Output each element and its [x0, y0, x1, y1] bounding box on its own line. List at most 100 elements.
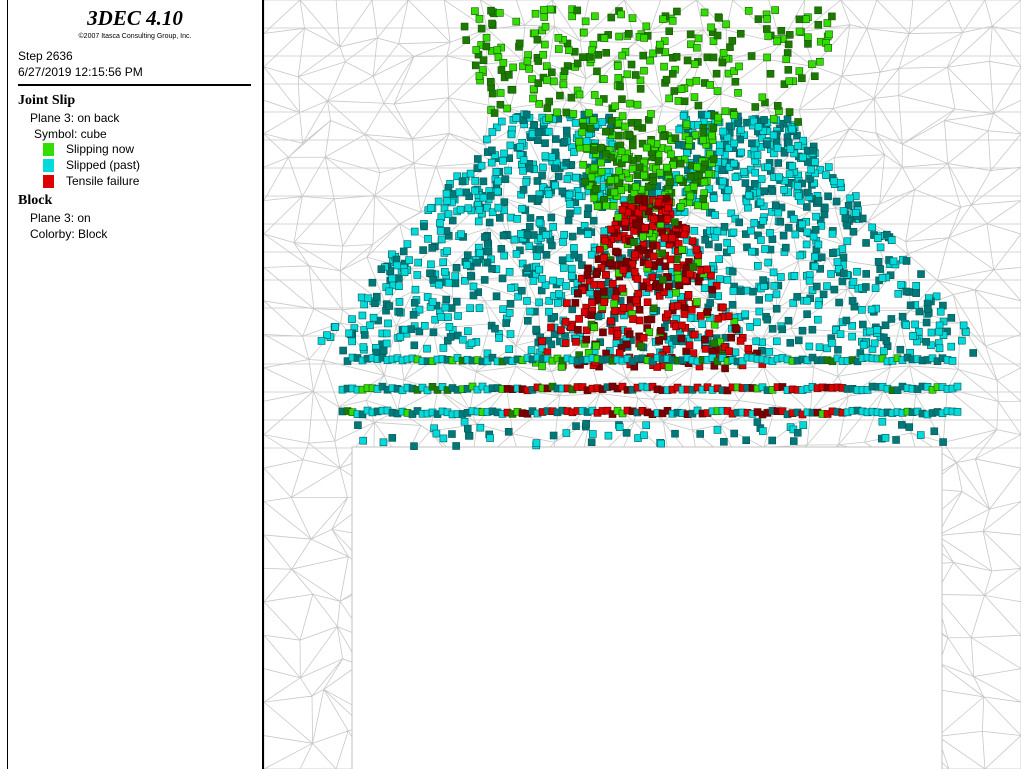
cube-symbol [834, 259, 841, 266]
cube-symbol [595, 313, 602, 320]
cube-symbol [809, 326, 816, 333]
cube-symbol [427, 205, 434, 212]
cube-symbol [501, 252, 508, 259]
cube-symbol [693, 44, 700, 51]
cube-symbol [839, 278, 846, 285]
cube-symbol [758, 176, 765, 183]
cube-symbol [747, 227, 754, 234]
cube-symbol [571, 251, 578, 258]
cube-symbol [713, 70, 720, 77]
cube-symbol [576, 138, 583, 145]
cube-symbol [603, 202, 610, 209]
cube-symbol [476, 249, 483, 256]
cube-symbol [471, 8, 478, 15]
cube-symbol [701, 9, 708, 16]
cube-symbol [494, 188, 501, 195]
cube-symbol [496, 214, 503, 221]
cube-symbol [816, 344, 823, 351]
cube-symbol [420, 247, 427, 254]
cube-symbol [785, 66, 792, 73]
cube-symbol [784, 49, 791, 56]
cube-symbol [429, 299, 436, 306]
cube-symbol [528, 347, 535, 354]
cube-symbol [593, 342, 600, 349]
cube-symbol [483, 43, 490, 50]
cube-symbol [470, 292, 477, 299]
cube-symbol [913, 290, 920, 297]
cube-symbol [504, 105, 511, 112]
cube-symbol [772, 202, 779, 209]
cube-symbol [559, 188, 566, 195]
cube-symbol [384, 320, 391, 327]
cube-symbol [536, 299, 543, 306]
cube-symbol [507, 331, 514, 338]
cube-symbol [561, 231, 568, 238]
cube-symbol [729, 301, 736, 308]
legend-swatch [43, 159, 54, 172]
cube-symbol [804, 40, 811, 47]
cube-symbol [707, 81, 714, 88]
cube-symbol [720, 49, 727, 56]
cube-symbol [697, 430, 704, 437]
cube-symbol [463, 262, 470, 269]
cube-symbol [581, 309, 588, 316]
cube-symbol [532, 10, 539, 17]
cube-symbol [550, 78, 557, 85]
cube-symbol [497, 89, 504, 96]
cube-symbol [815, 7, 822, 14]
cube-symbol [787, 339, 794, 346]
cube-symbol [513, 18, 520, 25]
cube-symbol [806, 343, 813, 350]
cube-symbol [472, 177, 479, 184]
cube-symbol [824, 20, 831, 27]
cube-symbol [433, 430, 440, 437]
cube-symbol [701, 285, 708, 292]
cube-symbol [785, 224, 792, 231]
cube-symbol [427, 261, 434, 268]
cube-symbol [822, 172, 829, 179]
cube-symbol [640, 67, 647, 74]
cube-symbol [536, 246, 543, 253]
cube-symbol [623, 429, 630, 436]
cube-symbol [893, 436, 900, 443]
cube-symbol [448, 305, 455, 312]
cube-symbol [666, 28, 673, 35]
cube-symbol [665, 364, 672, 371]
cube-symbol [566, 191, 573, 198]
cube-symbol [650, 253, 657, 260]
cube-symbol [539, 363, 546, 370]
cube-symbol [897, 346, 904, 353]
cube-symbol [560, 81, 567, 88]
cube-symbol [873, 327, 880, 334]
cube-symbol [794, 183, 801, 190]
cube-symbol [531, 30, 538, 37]
cube-symbol [616, 350, 623, 357]
cube-symbol [821, 211, 828, 218]
cube-symbol [737, 30, 744, 37]
cube-symbol [603, 49, 610, 56]
cube-symbol [498, 118, 505, 125]
cube-symbol [879, 274, 886, 281]
cube-symbol [720, 128, 727, 135]
cube-symbol [543, 251, 550, 258]
cube-symbol [711, 340, 718, 347]
cube-symbol [648, 316, 655, 323]
cube-symbol [812, 226, 819, 233]
cube-symbol [882, 322, 889, 329]
cube-symbol [467, 305, 474, 312]
cube-symbol [563, 109, 570, 116]
cube-symbol [530, 277, 537, 284]
cube-symbol [789, 126, 796, 133]
cube-symbol [397, 333, 404, 340]
cube-symbol [683, 121, 690, 128]
cube-symbol [340, 347, 347, 354]
cube-symbol [424, 235, 431, 242]
cube-symbol [426, 270, 433, 277]
cube-symbol [500, 306, 507, 313]
cube-symbol [769, 437, 776, 444]
cube-symbol [615, 132, 622, 139]
cube-symbol [649, 242, 656, 249]
cube-symbol [659, 277, 666, 284]
cube-symbol [485, 248, 492, 255]
cube-symbol [526, 65, 533, 72]
